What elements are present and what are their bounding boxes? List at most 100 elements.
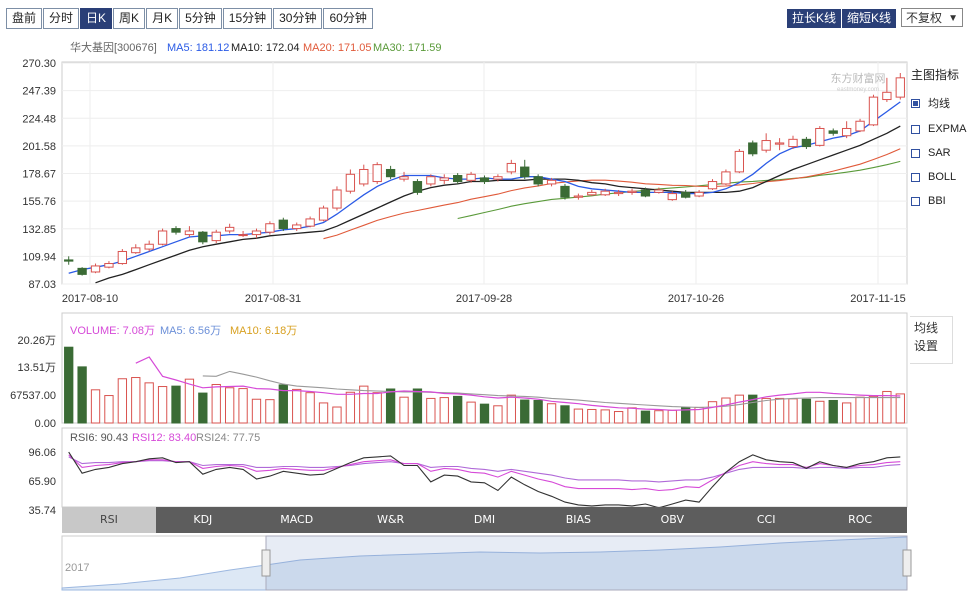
checkbox-icon[interactable] xyxy=(911,98,920,108)
volume-bar xyxy=(412,388,423,424)
candle xyxy=(359,164,369,187)
candle xyxy=(225,223,235,234)
rsi-y-tick: 96.06 xyxy=(28,447,56,459)
candle xyxy=(345,169,356,194)
y-tick-label: 201.58 xyxy=(22,141,56,153)
indicator-tab-5[interactable]: BIAS xyxy=(565,513,592,526)
candle-body xyxy=(520,166,530,178)
candle-body xyxy=(372,164,382,183)
checkbox-icon[interactable] xyxy=(911,148,920,158)
period-tab-4[interactable]: 月K xyxy=(146,8,179,29)
volume-bar xyxy=(640,410,651,424)
candle xyxy=(305,216,315,228)
period-tab-1[interactable]: 分时 xyxy=(43,8,80,29)
indicator-tab-2[interactable]: MACD xyxy=(280,513,314,526)
period-tab-5[interactable]: 5分钟 xyxy=(179,8,222,29)
volume-bar xyxy=(841,402,852,424)
y-tick-label: 270.30 xyxy=(22,58,56,70)
indicator-tab-8[interactable]: ROC xyxy=(848,513,873,526)
period-tab-6[interactable]: 15分钟 xyxy=(222,8,273,29)
candle xyxy=(788,135,798,149)
candle xyxy=(372,162,382,184)
volume-bar xyxy=(828,399,838,424)
volume-bar xyxy=(77,366,87,424)
candle-body xyxy=(332,189,342,209)
indicator-tab-6[interactable]: OBV xyxy=(660,513,684,526)
volume-bar xyxy=(466,401,476,424)
candle-body xyxy=(265,223,275,233)
indicator-tab-3[interactable]: W&R xyxy=(377,513,405,526)
indicator-option-3[interactable]: BOLL xyxy=(911,171,967,183)
volume-bar xyxy=(64,346,74,424)
candle xyxy=(238,230,248,238)
volume-bar xyxy=(251,398,262,424)
volume-bar xyxy=(573,408,584,424)
candle-body xyxy=(117,250,128,265)
y-tick-label: 224.48 xyxy=(22,113,56,125)
volume-bar xyxy=(372,392,382,424)
stretch-kline-button[interactable]: 拉长K线 xyxy=(787,9,842,28)
volume-y-tick: 0.00 xyxy=(35,418,56,430)
x-tick-label: 2017-08-31 xyxy=(245,293,301,305)
candle-body xyxy=(613,191,624,195)
volume-bar xyxy=(292,388,302,424)
candle xyxy=(801,136,812,149)
candle-body xyxy=(600,190,610,196)
candle-body xyxy=(587,191,597,196)
navigator-handle-right xyxy=(902,549,912,577)
candle xyxy=(828,128,838,136)
volume-bar xyxy=(171,385,181,424)
candle xyxy=(587,189,597,197)
candle xyxy=(439,174,449,184)
candle-body xyxy=(627,190,637,193)
candle xyxy=(506,159,516,175)
volume-bar xyxy=(882,390,892,424)
candle xyxy=(868,94,879,127)
indicator-tab-7[interactable]: CCI xyxy=(756,513,776,526)
period-tab-3[interactable]: 周K xyxy=(113,8,146,29)
candle xyxy=(265,221,275,235)
y-tick-label: 87.03 xyxy=(28,279,56,291)
ma-settings-button[interactable]: 均线 设置 xyxy=(910,316,953,364)
indicator-option-2[interactable]: SAR xyxy=(911,147,967,159)
rsi6-legend: RSI6: 90.43 xyxy=(70,432,128,444)
volume-bar xyxy=(801,398,812,424)
indicator-tab-1[interactable]: KDJ xyxy=(193,513,213,526)
candle xyxy=(117,249,128,265)
adjust-select[interactable]: 不复权 ▼ xyxy=(901,8,963,27)
candle-body xyxy=(654,189,664,193)
candle-body xyxy=(681,191,691,198)
candle-body xyxy=(707,181,718,190)
candle xyxy=(573,193,584,200)
checkbox-icon[interactable] xyxy=(911,172,920,182)
period-tab-0[interactable]: 盘前 xyxy=(6,8,43,29)
ma20-line xyxy=(323,148,901,240)
ma-settings-label-1: 均线 xyxy=(914,321,939,335)
volume-bar xyxy=(587,408,597,424)
checkbox-icon[interactable] xyxy=(911,196,920,206)
candle-body xyxy=(546,179,557,185)
shrink-kline-button[interactable]: 缩短K线 xyxy=(842,9,897,28)
period-tab-2[interactable]: 日K xyxy=(80,8,113,29)
candle-body xyxy=(385,168,396,178)
candle-body xyxy=(157,230,168,245)
indicator-tab-0[interactable]: RSI xyxy=(62,507,156,533)
indicator-tab-4[interactable]: DMI xyxy=(473,513,496,526)
candle-body xyxy=(895,77,905,98)
checkbox-icon[interactable] xyxy=(911,124,920,134)
indicator-option-1[interactable]: EXPMA xyxy=(911,123,967,135)
indicator-option-0[interactable]: 均线 xyxy=(911,95,967,111)
candle-body xyxy=(855,120,865,132)
rsi24-line xyxy=(68,456,901,483)
volume-bar xyxy=(278,384,288,424)
period-tab-8[interactable]: 60分钟 xyxy=(323,8,373,29)
volume-bar xyxy=(184,378,195,424)
candle xyxy=(546,177,557,187)
volume-bar xyxy=(198,392,208,424)
volume-bar xyxy=(788,398,798,424)
candle xyxy=(493,174,503,182)
candle xyxy=(707,179,718,190)
indicator-option-4[interactable]: BBI xyxy=(911,195,967,207)
period-tab-7[interactable]: 30分钟 xyxy=(273,8,323,29)
